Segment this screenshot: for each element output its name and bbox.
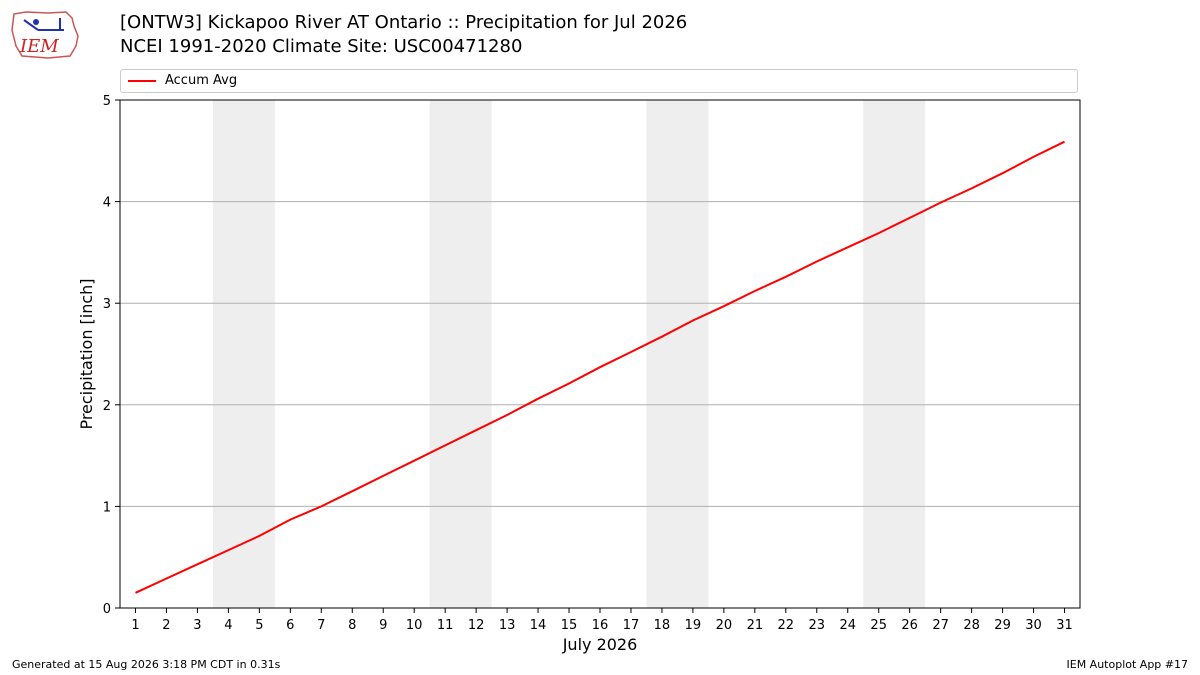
y-tick-label: 3 xyxy=(103,297,111,312)
x-axis-label: July 2026 xyxy=(562,635,638,654)
weekend-band-1 xyxy=(212,100,275,608)
x-tick-label: 11 xyxy=(437,618,454,633)
generated-timestamp: Generated at 15 Aug 2026 3:18 PM CDT in … xyxy=(12,658,281,671)
x-tick-label: 6 xyxy=(286,618,294,633)
y-axis-label: Precipitation [inch] xyxy=(77,278,96,429)
x-tick-label: 27 xyxy=(932,618,949,633)
y-tick-label: 4 xyxy=(103,196,111,211)
x-tick-label: 22 xyxy=(778,618,795,633)
x-tick-label: 3 xyxy=(193,618,201,633)
x-tick-label: 16 xyxy=(592,618,609,633)
logo-text: IEM xyxy=(19,36,59,57)
x-tick-label: 10 xyxy=(406,618,423,633)
x-tick-label: 20 xyxy=(716,618,733,633)
x-tick-label: 13 xyxy=(499,618,516,633)
x-tick-label: 14 xyxy=(530,618,547,633)
x-tick-label: 29 xyxy=(994,618,1011,633)
legend-label-accum-avg: Accum Avg xyxy=(165,73,238,88)
x-tick-label: 24 xyxy=(839,618,856,633)
weekend-band-2 xyxy=(429,100,492,608)
chart-title: [ONTW3] Kickapoo River AT Ontario :: Pre… xyxy=(120,12,688,33)
chart-subtitle: NCEI 1991-2020 Climate Site: USC00471280 xyxy=(120,36,523,57)
x-tick-label: 17 xyxy=(623,618,640,633)
iem-logo: IEM xyxy=(11,11,79,59)
x-tick-label: 30 xyxy=(1025,618,1042,633)
x-tick-label: 25 xyxy=(870,618,887,633)
x-tick-label: 21 xyxy=(747,618,764,633)
x-tick-label: 4 xyxy=(224,618,232,633)
x-tick-label: 12 xyxy=(468,618,485,633)
x-tick-label: 7 xyxy=(317,618,325,633)
autoplot-app-label: IEM Autoplot App #17 xyxy=(1066,658,1189,671)
x-tick-label: 5 xyxy=(255,618,263,633)
x-tick-label: 26 xyxy=(901,618,918,633)
x-tick-label: 31 xyxy=(1056,618,1073,633)
y-tick-label: 0 xyxy=(103,602,111,617)
y-tick-label: 2 xyxy=(103,399,111,414)
legend-swatch-accum-avg xyxy=(128,80,156,82)
y-tick-label: 1 xyxy=(103,500,111,515)
x-tick-label: 28 xyxy=(963,618,980,633)
x-tick-label: 1 xyxy=(131,618,139,633)
series-line-accum-avg xyxy=(135,140,1065,594)
x-tick-label: 15 xyxy=(561,618,578,633)
x-tick-label: 19 xyxy=(685,618,702,633)
weekend-band-3 xyxy=(646,100,709,608)
weekend-band-4 xyxy=(863,100,926,608)
x-tick-label: 2 xyxy=(162,618,170,633)
x-tick-label: 8 xyxy=(348,618,356,633)
x-tick-label: 9 xyxy=(379,618,387,633)
plot-frame xyxy=(119,99,1081,609)
x-tick-label: 23 xyxy=(809,618,826,633)
x-tick-label: 18 xyxy=(654,618,671,633)
legend: Accum Avg xyxy=(120,69,1078,93)
y-tick-label: 5 xyxy=(103,94,111,109)
